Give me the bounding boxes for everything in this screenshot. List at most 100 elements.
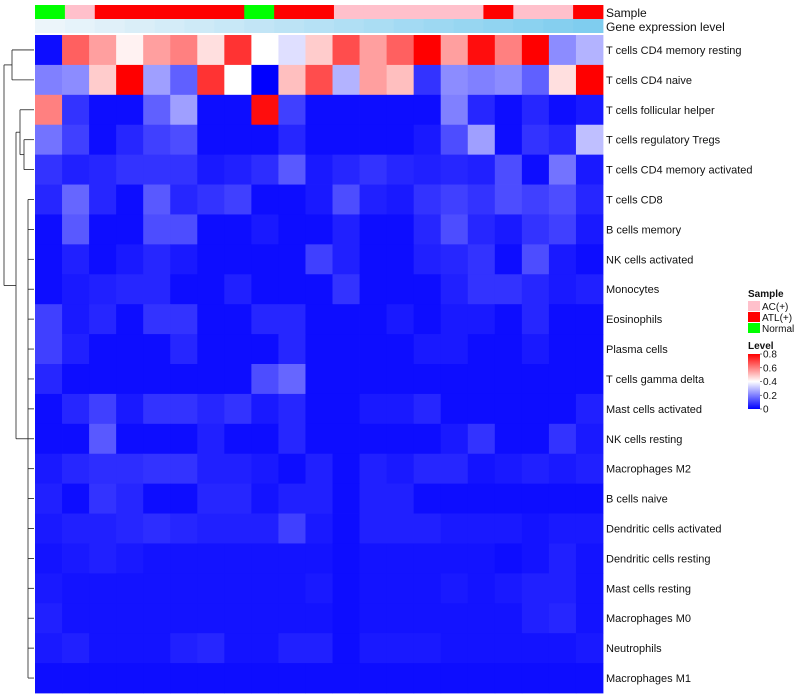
heatmap-cell [305, 633, 333, 664]
heatmap-cell [575, 304, 604, 335]
heatmap-cell [305, 244, 333, 275]
heatmap-cell [35, 513, 63, 544]
heatmap-cell [278, 64, 306, 96]
heatmap-cell [575, 274, 604, 305]
heatmap-cell [467, 423, 496, 455]
heatmap-cell [143, 214, 171, 245]
heatmap-cell [197, 244, 225, 275]
heatmap-cell [332, 573, 360, 604]
heatmap-cell [575, 64, 604, 96]
heatmap-cell [143, 35, 171, 66]
heatmap-cell [251, 244, 279, 275]
heatmap-cell [359, 423, 388, 455]
heatmap-cell [548, 633, 577, 664]
heatmap-cell [170, 423, 198, 455]
sample-annotation-cell [483, 5, 514, 19]
sample-annotation-cell [453, 5, 484, 19]
heatmap-cell [332, 364, 360, 395]
heatmap-cell [332, 304, 360, 335]
heatmap-cell [197, 633, 225, 664]
heatmap-cell [467, 35, 496, 66]
heatmap-cell [116, 154, 144, 185]
heatmap-cell [305, 304, 333, 335]
heatmap-cell [224, 393, 252, 425]
row-label: Mast cells resting [606, 583, 691, 595]
heatmap-cell [35, 633, 63, 664]
heatmap-cell [116, 393, 144, 425]
heatmap-cell [116, 64, 144, 96]
heatmap-cell [35, 244, 63, 275]
heatmap-cell [413, 64, 442, 96]
heatmap-cell [116, 364, 144, 395]
sample-annotation-cell [393, 5, 425, 19]
heatmap-cell [251, 423, 279, 455]
heatmap-cell [467, 453, 496, 485]
legend-item-label: ATL(+) [762, 313, 792, 324]
heatmap-cell [359, 274, 388, 305]
heatmap-cell [440, 543, 469, 574]
heatmap-cell [386, 453, 415, 485]
heatmap-cell [521, 244, 550, 275]
heatmap-cell [251, 483, 279, 514]
heatmap-cell [359, 633, 388, 664]
heatmap-cell [62, 603, 90, 634]
heatmap-cell [413, 94, 442, 126]
heatmap-cell [143, 573, 171, 604]
heatmap-cell [386, 603, 415, 634]
heatmap-cell [467, 603, 496, 634]
gene-annotation-cell [184, 19, 215, 33]
heatmap-cell [548, 453, 577, 485]
heatmap-cell [224, 543, 252, 574]
sample-annotation-cell [513, 5, 544, 19]
heatmap-cell [170, 364, 198, 395]
heatmap-cell [467, 633, 496, 664]
heatmap-cell [278, 393, 306, 425]
heatmap-cell [251, 663, 279, 694]
heatmap-cell [305, 393, 333, 425]
legend-swatch [748, 312, 760, 322]
heatmap-cell [521, 543, 550, 574]
heatmap-cell [494, 214, 523, 245]
heatmap-cell [62, 304, 90, 335]
heatmap-cell [413, 184, 442, 215]
heatmap-cell [440, 334, 469, 365]
heatmap-cell [197, 124, 225, 156]
heatmap-cell [548, 94, 577, 126]
heatmap-cell [35, 663, 63, 694]
heatmap-cell [89, 364, 117, 395]
heatmap-cell [332, 184, 360, 215]
heatmap-cell [224, 603, 252, 634]
heatmap-cell [35, 184, 63, 215]
heatmap-cell [359, 603, 388, 634]
legend-sample-title: Sample [748, 289, 784, 300]
heatmap-cell [62, 214, 90, 245]
heatmap-cell [548, 663, 577, 694]
heatmap-cell [143, 513, 171, 544]
heatmap-cell [521, 214, 550, 245]
heatmap-cell [575, 124, 604, 156]
heatmap-cell [116, 244, 144, 275]
heatmap-cell [251, 124, 279, 156]
heatmap-cell [521, 64, 550, 96]
legend-item-label: AC(+) [762, 302, 788, 313]
sample-annotation-cell [64, 5, 96, 19]
heatmap-cell [251, 573, 279, 604]
heatmap-cell [467, 274, 496, 305]
heatmap-cell [224, 64, 252, 96]
heatmap-cell [386, 244, 415, 275]
heatmap-cell [386, 184, 415, 215]
heatmap-cell [413, 334, 442, 365]
heatmap-cell [440, 573, 469, 604]
row-label: Macrophages M1 [606, 673, 691, 685]
level-tick-label: 0.4 [763, 377, 777, 388]
heatmap-cell [359, 64, 388, 96]
heatmap-cell [521, 124, 550, 156]
heatmap-cell [359, 124, 388, 156]
heatmap-cell [35, 603, 63, 634]
heatmap-cell [35, 423, 63, 455]
heatmap-cell [467, 543, 496, 574]
row-label: T cells CD4 memory resting [606, 45, 742, 57]
heatmap-cell [305, 124, 333, 156]
heatmap-cell [494, 393, 523, 425]
gene-annotation-cell [304, 19, 335, 33]
